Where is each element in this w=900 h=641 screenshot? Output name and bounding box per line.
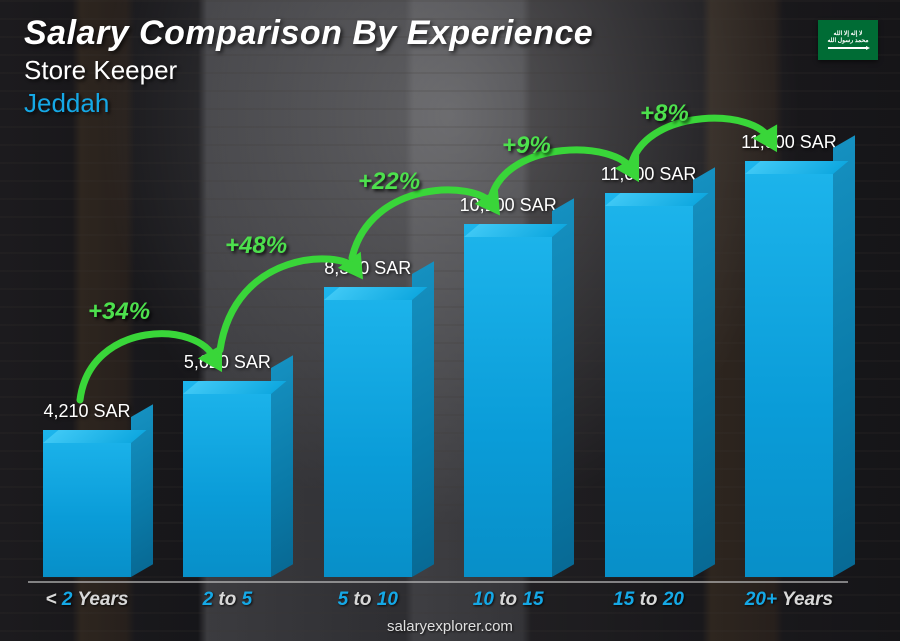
bar-front-face xyxy=(745,161,833,577)
bar-chart: 4,210 SAR 5,620 SAR 8,300 SAR 10,100 SAR 11,… xyxy=(28,110,848,577)
bar-group: 5,620 SAR xyxy=(168,352,286,577)
bar xyxy=(605,193,693,577)
footer-credit: salaryexplorer.com xyxy=(0,618,900,635)
bar-top-face xyxy=(464,224,567,237)
x-axis-label: 5 to 10 xyxy=(309,589,427,611)
x-axis-label: 2 to 5 xyxy=(168,589,286,611)
bar-group: 11,900 SAR xyxy=(730,132,848,577)
bar-side-face xyxy=(412,261,434,577)
bar-side-face xyxy=(552,198,574,577)
flag-sword-icon xyxy=(828,47,868,49)
country-flag: لا إله إلا اللهمحمد رسول الله xyxy=(818,20,878,60)
bar-side-face xyxy=(833,135,855,577)
bar-group: 10,100 SAR xyxy=(449,195,567,577)
flag-script: لا إله إلا اللهمحمد رسول الله xyxy=(827,31,868,45)
x-axis-label: 15 to 20 xyxy=(590,589,708,611)
bar-value-label: 8,300 SAR xyxy=(324,258,411,279)
x-axis: < 2 Years 2 to 5 5 to 10 10 to 15 15 to 20 20… xyxy=(28,581,848,611)
growth-pct-label: +34% xyxy=(88,298,150,326)
growth-pct-label: +22% xyxy=(358,168,420,196)
page-title: Salary Comparison By Experience xyxy=(24,14,593,53)
bar-side-face xyxy=(693,167,715,577)
header: Salary Comparison By Experience Store Ke… xyxy=(24,14,593,119)
bar xyxy=(745,161,833,577)
bar-value-label: 5,620 SAR xyxy=(184,352,271,373)
bar-group: 11,000 SAR xyxy=(590,164,708,577)
bar-value-label: 10,100 SAR xyxy=(460,195,557,216)
bar-value-label: 11,000 SAR xyxy=(601,164,697,185)
bar-top-face xyxy=(605,193,708,206)
bar-front-face xyxy=(464,224,552,577)
bar-front-face xyxy=(43,430,131,577)
bar-group: 8,300 SAR xyxy=(309,258,427,577)
bar-front-face xyxy=(324,287,412,577)
bar xyxy=(183,381,271,577)
growth-pct-label: +48% xyxy=(225,232,287,260)
x-axis-label: < 2 Years xyxy=(28,589,146,611)
bar-front-face xyxy=(183,381,271,577)
growth-pct-label: +8% xyxy=(640,100,689,128)
bar-top-face xyxy=(43,430,146,443)
x-axis-label: 10 to 15 xyxy=(449,589,567,611)
bar-group: 4,210 SAR xyxy=(28,401,146,577)
growth-pct-label: +9% xyxy=(502,132,551,160)
bar xyxy=(464,224,552,577)
bar-top-face xyxy=(324,287,427,300)
page-subtitle: Store Keeper xyxy=(24,55,593,86)
bar xyxy=(324,287,412,577)
bar-top-face xyxy=(183,381,286,394)
bar-value-label: 11,900 SAR xyxy=(741,132,837,153)
bar xyxy=(43,430,131,577)
bar-value-label: 4,210 SAR xyxy=(43,401,130,422)
bar-front-face xyxy=(605,193,693,577)
bar-top-face xyxy=(745,161,848,174)
x-axis-label: 20+ Years xyxy=(730,589,848,611)
